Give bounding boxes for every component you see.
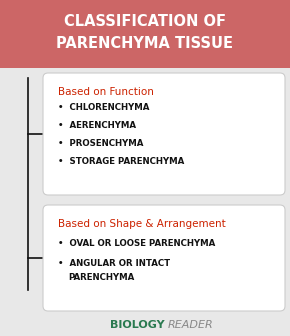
FancyBboxPatch shape: [43, 205, 285, 311]
Text: Based on Function: Based on Function: [58, 87, 154, 97]
Text: READER: READER: [168, 320, 214, 330]
Text: Based on Shape & Arrangement: Based on Shape & Arrangement: [58, 219, 226, 229]
FancyBboxPatch shape: [0, 0, 290, 12]
Text: •  OVAL OR LOOSE PARENCHYMA: • OVAL OR LOOSE PARENCHYMA: [58, 240, 215, 249]
Text: PARENCHYMA TISSUE: PARENCHYMA TISSUE: [57, 37, 233, 51]
FancyBboxPatch shape: [0, 0, 8, 62]
Text: PARENCHYMA: PARENCHYMA: [68, 272, 134, 282]
Text: •  CHLORENCHYMA: • CHLORENCHYMA: [58, 103, 149, 113]
Text: BIOLOGY: BIOLOGY: [110, 320, 165, 330]
Text: •  ANGULAR OR INTACT: • ANGULAR OR INTACT: [58, 259, 170, 268]
Text: •  AERENCHYMA: • AERENCHYMA: [58, 122, 136, 130]
FancyBboxPatch shape: [43, 73, 285, 195]
FancyBboxPatch shape: [282, 0, 290, 62]
Text: •  PROSENCHYMA: • PROSENCHYMA: [58, 139, 143, 149]
Text: CLASSIFICATION OF: CLASSIFICATION OF: [64, 13, 226, 29]
Text: •  STORAGE PARENCHYMA: • STORAGE PARENCHYMA: [58, 158, 184, 167]
FancyBboxPatch shape: [0, 0, 290, 68]
